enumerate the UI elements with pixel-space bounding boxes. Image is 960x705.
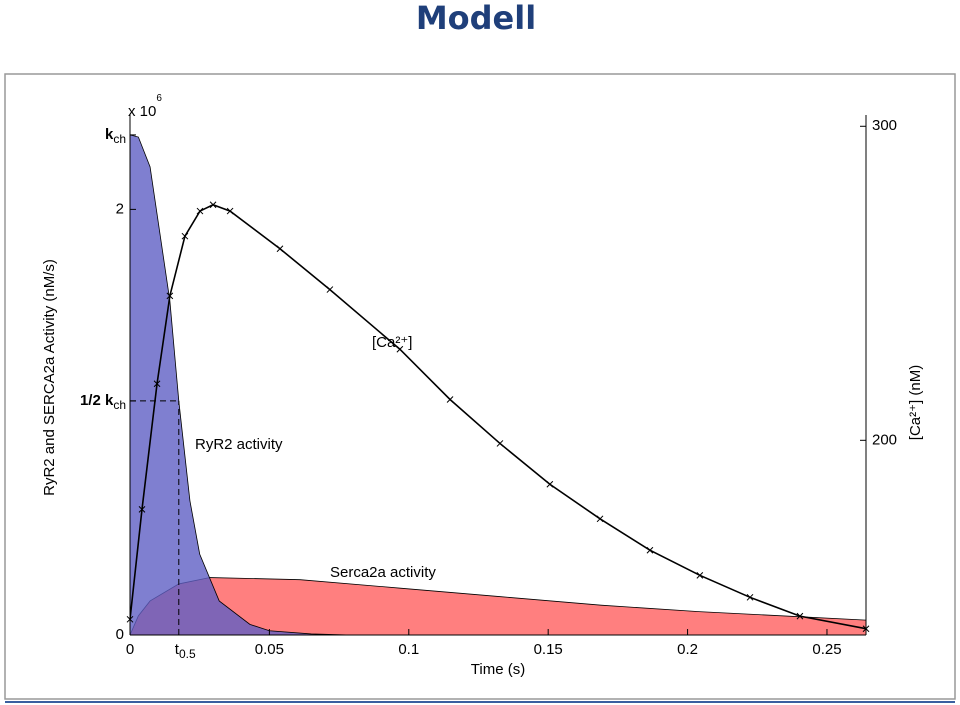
slide-title: Modell bbox=[416, 0, 536, 37]
multiplier-exp: 6 bbox=[156, 93, 162, 104]
marker bbox=[181, 232, 189, 240]
x-marker-label: t0.5 bbox=[175, 641, 196, 661]
y2-axis-label: [Ca²⁺] (nM) bbox=[907, 365, 924, 440]
marker bbox=[166, 292, 174, 300]
marker bbox=[746, 593, 754, 601]
y-marker-label: 1/2 kch bbox=[80, 392, 126, 412]
marker bbox=[209, 201, 217, 209]
x-tick-label: 0.15 bbox=[534, 641, 563, 658]
x-tick-label: 0 bbox=[126, 641, 134, 658]
marker bbox=[696, 571, 704, 579]
series-label: RyR2 activity bbox=[195, 436, 283, 453]
x-axis-label: Time (s) bbox=[471, 661, 525, 678]
marker bbox=[153, 380, 161, 388]
marker bbox=[646, 546, 654, 554]
marker-sub: ch bbox=[113, 398, 126, 412]
x-tick-label: 0.25 bbox=[812, 641, 841, 658]
series-label: [Ca²⁺] bbox=[372, 334, 412, 351]
chart: Serca2a activity RyR2 activity [Ca²⁺] 0 0.05… bbox=[41, 93, 924, 678]
y-tick-label: 2 bbox=[116, 200, 124, 217]
y-axis-label: RyR2 and SERCA2a Activity (nM/s) bbox=[41, 259, 58, 496]
marker bbox=[796, 612, 804, 620]
area-fill bbox=[130, 577, 866, 635]
area-outline bbox=[129, 134, 351, 636]
marker bbox=[226, 207, 234, 215]
x-tick-label: 0.05 bbox=[255, 641, 284, 658]
marker-text: t bbox=[175, 641, 180, 658]
marker bbox=[396, 345, 404, 353]
marker bbox=[276, 245, 284, 253]
marker-sub: 0.5 bbox=[179, 647, 196, 661]
y-marker-label: kch bbox=[105, 126, 126, 146]
marker bbox=[326, 286, 334, 293]
marker-text: 1/2 k bbox=[80, 392, 114, 409]
marker bbox=[496, 440, 504, 447]
marker bbox=[446, 396, 454, 403]
marker bbox=[138, 506, 146, 513]
multiplier-base: x 10 bbox=[128, 103, 156, 120]
x-tick-label: 0.1 bbox=[398, 641, 419, 658]
chart-frame bbox=[4, 73, 956, 700]
line bbox=[129, 203, 867, 630]
y-tick-label: 0 bbox=[116, 626, 124, 643]
marker-text: k bbox=[105, 126, 114, 143]
y2-tick-label: 200 bbox=[872, 431, 897, 448]
marker bbox=[596, 515, 604, 523]
marker bbox=[196, 207, 204, 215]
y-multiplier: x 106 bbox=[128, 93, 162, 120]
marker-sub: ch bbox=[113, 132, 126, 146]
y2-tick-label: 300 bbox=[872, 117, 897, 134]
area-fill bbox=[130, 134, 351, 635]
x-tick-label: 0.2 bbox=[677, 641, 698, 658]
marker bbox=[546, 480, 554, 488]
series-label: Serca2a activity bbox=[330, 564, 436, 581]
